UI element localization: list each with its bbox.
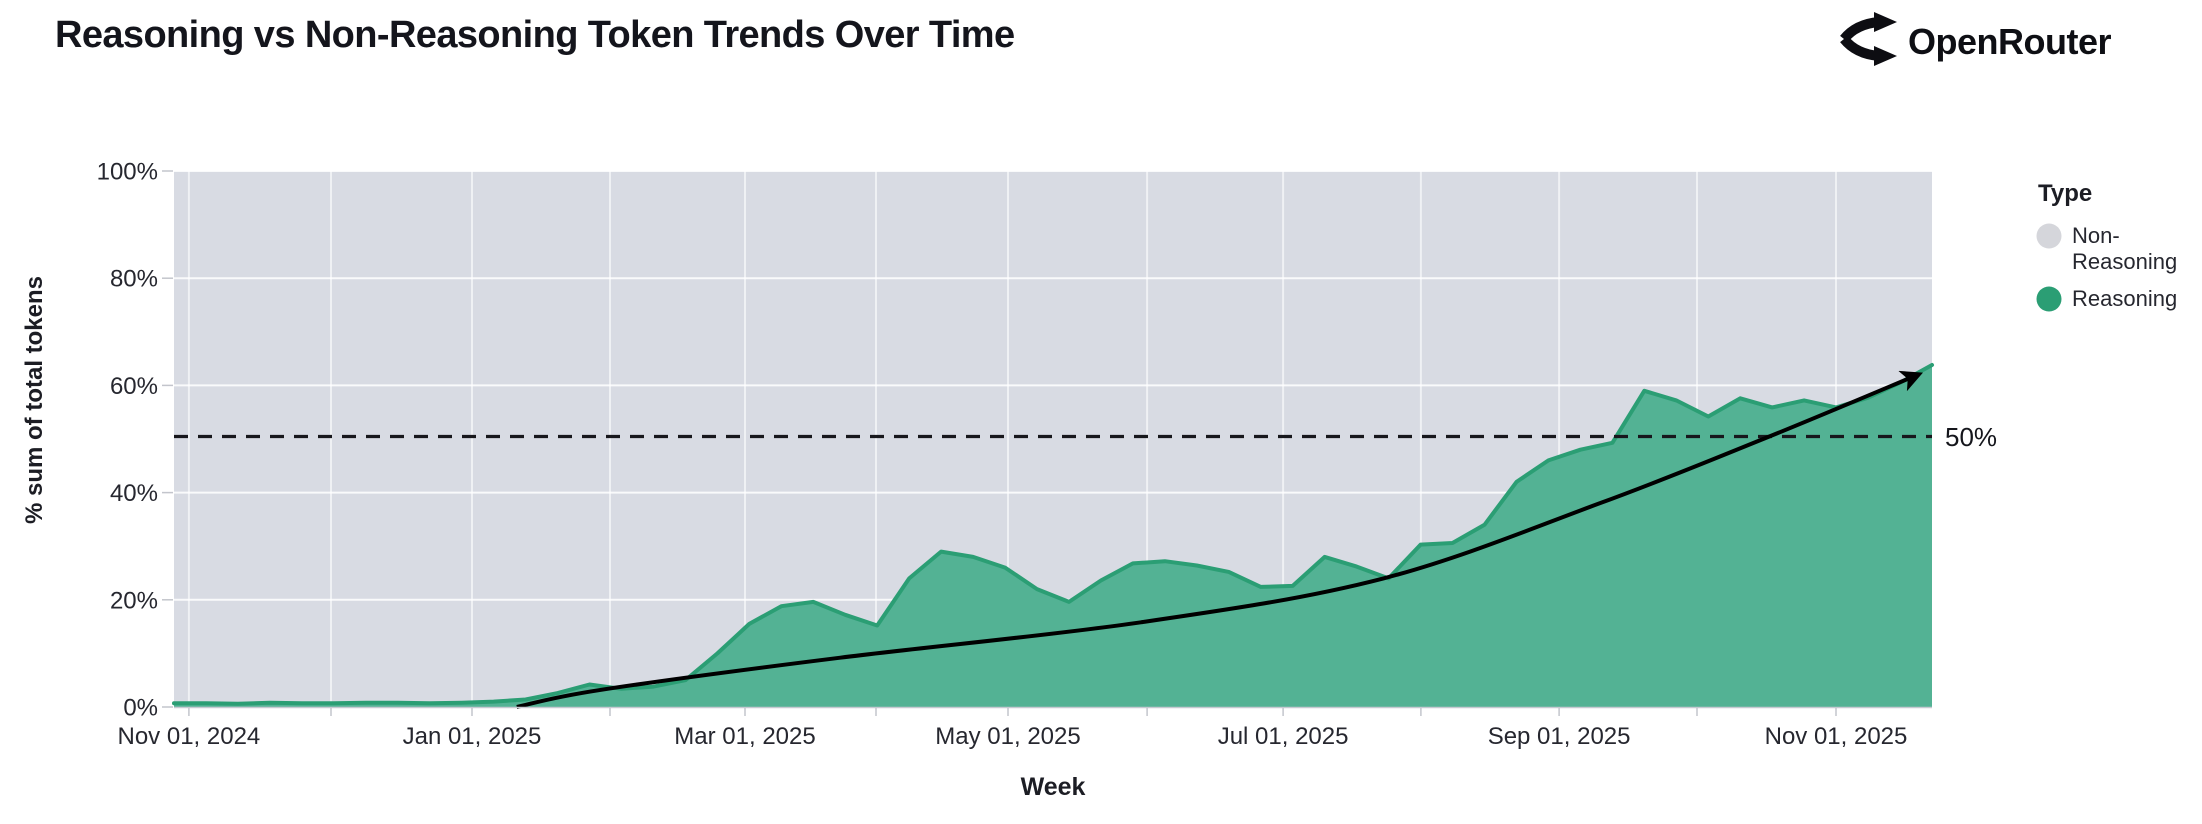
y-tick-label: 60% <box>110 373 158 400</box>
trend-arrow <box>516 370 1923 709</box>
openrouter-icon <box>1840 12 1897 66</box>
fifty-percent-label: 50% <box>1945 422 1997 452</box>
y-tick-label: 100% <box>97 159 158 186</box>
x-tick-label: May 01, 2025 <box>935 723 1080 750</box>
trend-arrow-path <box>516 370 1923 709</box>
x-tick-label: Nov 01, 2024 <box>118 723 261 750</box>
x-tick-label: Mar 01, 2025 <box>674 723 815 750</box>
openrouter-logo[interactable]: OpenRouter <box>1840 12 2112 66</box>
legend-label-reasoning: Reasoning <box>2072 286 2177 311</box>
y-tick-label: 80% <box>110 266 158 293</box>
x-axis-title: Week <box>1021 773 1086 801</box>
legend: Type Non- Reasoning Reasoning <box>2036 180 2178 312</box>
reasoning-area-series <box>172 363 1934 707</box>
y-tick-label: 20% <box>110 587 158 614</box>
reasoning-area-fill <box>174 365 1932 707</box>
brand-name: OpenRouter <box>1908 21 2111 62</box>
legend-title: Type <box>2038 180 2092 207</box>
x-tick-label: Jul 01, 2025 <box>1218 723 1349 750</box>
axis-ticks-and-labels: 0% 20% 40% 60% 80% 100% Nov 01, 2024 Jan 01, 20… <box>97 159 1908 751</box>
x-tick-label: Nov 01, 2025 <box>1765 723 1908 750</box>
reasoning-swatch-icon <box>2036 286 2062 312</box>
non-reasoning-swatch-icon <box>2036 223 2062 249</box>
reasoning-area-outline <box>172 363 1934 706</box>
x-tick-label: Sep 01, 2025 <box>1488 723 1631 750</box>
legend-label-non-reasoning-line2: Reasoning <box>2072 249 2177 274</box>
y-tick-label: 0% <box>123 695 158 722</box>
y-tick-label: 40% <box>110 480 158 507</box>
y-axis-title: % sum of total tokens <box>21 276 48 524</box>
legend-label-non-reasoning-line1: Non- <box>2072 223 2120 248</box>
chart-title: Reasoning vs Non-Reasoning Token Trends … <box>55 14 1015 56</box>
legend-item-reasoning[interactable]: Reasoning <box>2036 286 2178 312</box>
x-tick-label: Jan 01, 2025 <box>403 723 542 750</box>
legend-item-non-reasoning[interactable]: Non- Reasoning <box>2036 223 2178 274</box>
